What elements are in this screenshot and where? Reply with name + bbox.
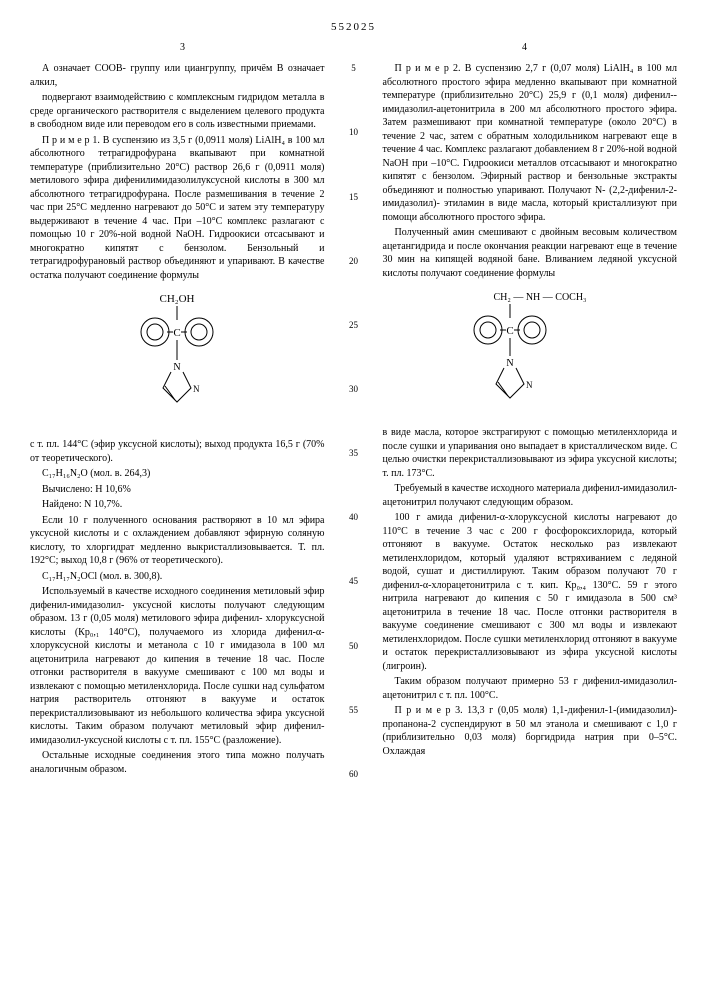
svg-text:N: N bbox=[506, 358, 513, 369]
lineno: 50 bbox=[345, 640, 363, 652]
para: П р и м е р 2. В суспензию 2,7 г (0,07 м… bbox=[383, 62, 678, 224]
lineno: 15 bbox=[345, 191, 363, 203]
lineno: 55 bbox=[345, 704, 363, 716]
para: Если 10 г полученного основания растворя… bbox=[30, 514, 325, 568]
para: C₁₇H₁₆N₂O (мол. в. 264,3) bbox=[30, 467, 325, 481]
lineno: 30 bbox=[345, 383, 363, 395]
col-right-num: 4 bbox=[522, 41, 527, 55]
para: Полученный амин смешивают с двойным весо… bbox=[383, 226, 678, 280]
svg-text:N: N bbox=[193, 384, 200, 394]
para: C₁₇H₁₇N₂OСl (мол. в. 300,8). bbox=[30, 570, 325, 584]
lineno: 5 bbox=[345, 62, 363, 74]
svg-text:N: N bbox=[174, 362, 181, 373]
lineno: 60 bbox=[345, 768, 363, 780]
svg-text:C: C bbox=[506, 325, 513, 337]
chem-formula-1: CH₂OH C N N bbox=[30, 290, 325, 430]
para: с т. пл. 144°С (эфир уксусной кислоты); … bbox=[30, 438, 325, 465]
para: П р и м е р 3. 13,3 г (0,05 моля) 1,1-ди… bbox=[383, 704, 678, 758]
lineno: 40 bbox=[345, 511, 363, 523]
lineno: 45 bbox=[345, 575, 363, 587]
formula-top-label: CH₂OH bbox=[160, 293, 195, 305]
line-numbers: 5 10 15 20 25 30 35 40 45 50 55 60 bbox=[345, 62, 363, 832]
para: Найдено: N 10,7%. bbox=[30, 498, 325, 512]
formula-top-label: CH₂ — NH — COCH₃ bbox=[493, 292, 586, 303]
para: в виде масла, которое экстрагируют с пом… bbox=[383, 426, 678, 480]
doc-number: 552025 bbox=[30, 20, 677, 35]
lineno: 10 bbox=[345, 126, 363, 138]
chem-formula-2: CH₂ — NH — COCH₃ C N N bbox=[383, 288, 678, 418]
lineno: 35 bbox=[345, 447, 363, 459]
col-left-num: 3 bbox=[180, 41, 185, 55]
column-numbers: 3 4 bbox=[30, 41, 677, 55]
right-column: П р и м е р 2. В суспензию 2,7 г (0,07 м… bbox=[383, 62, 678, 832]
para: подвергают взаимодействию с комплексным … bbox=[30, 91, 325, 132]
svg-text:N: N bbox=[526, 380, 533, 390]
svg-text:C: C bbox=[174, 327, 181, 339]
page-columns: А означает СООВ- группу или циангруппу, … bbox=[30, 62, 677, 832]
para: Таким образом получают примерно 53 г диф… bbox=[383, 675, 678, 702]
para: А означает СООВ- группу или циангруппу, … bbox=[30, 62, 325, 89]
para: Используемый в качестве исходного соедин… bbox=[30, 585, 325, 747]
lineno: 20 bbox=[345, 255, 363, 267]
para: Остальные исходные соединения этого типа… bbox=[30, 749, 325, 776]
para: П р и м е р 1. В суспензию из 3,5 г (0,0… bbox=[30, 134, 325, 283]
para: 100 г амида дифенил-α-хлоруксусной кисло… bbox=[383, 511, 678, 673]
left-column: А означает СООВ- группу или циангруппу, … bbox=[30, 62, 325, 832]
lineno: 25 bbox=[345, 319, 363, 331]
para: Вычислено: Н 10,6% bbox=[30, 483, 325, 497]
para: Требуемый в качестве исходного материала… bbox=[383, 482, 678, 509]
